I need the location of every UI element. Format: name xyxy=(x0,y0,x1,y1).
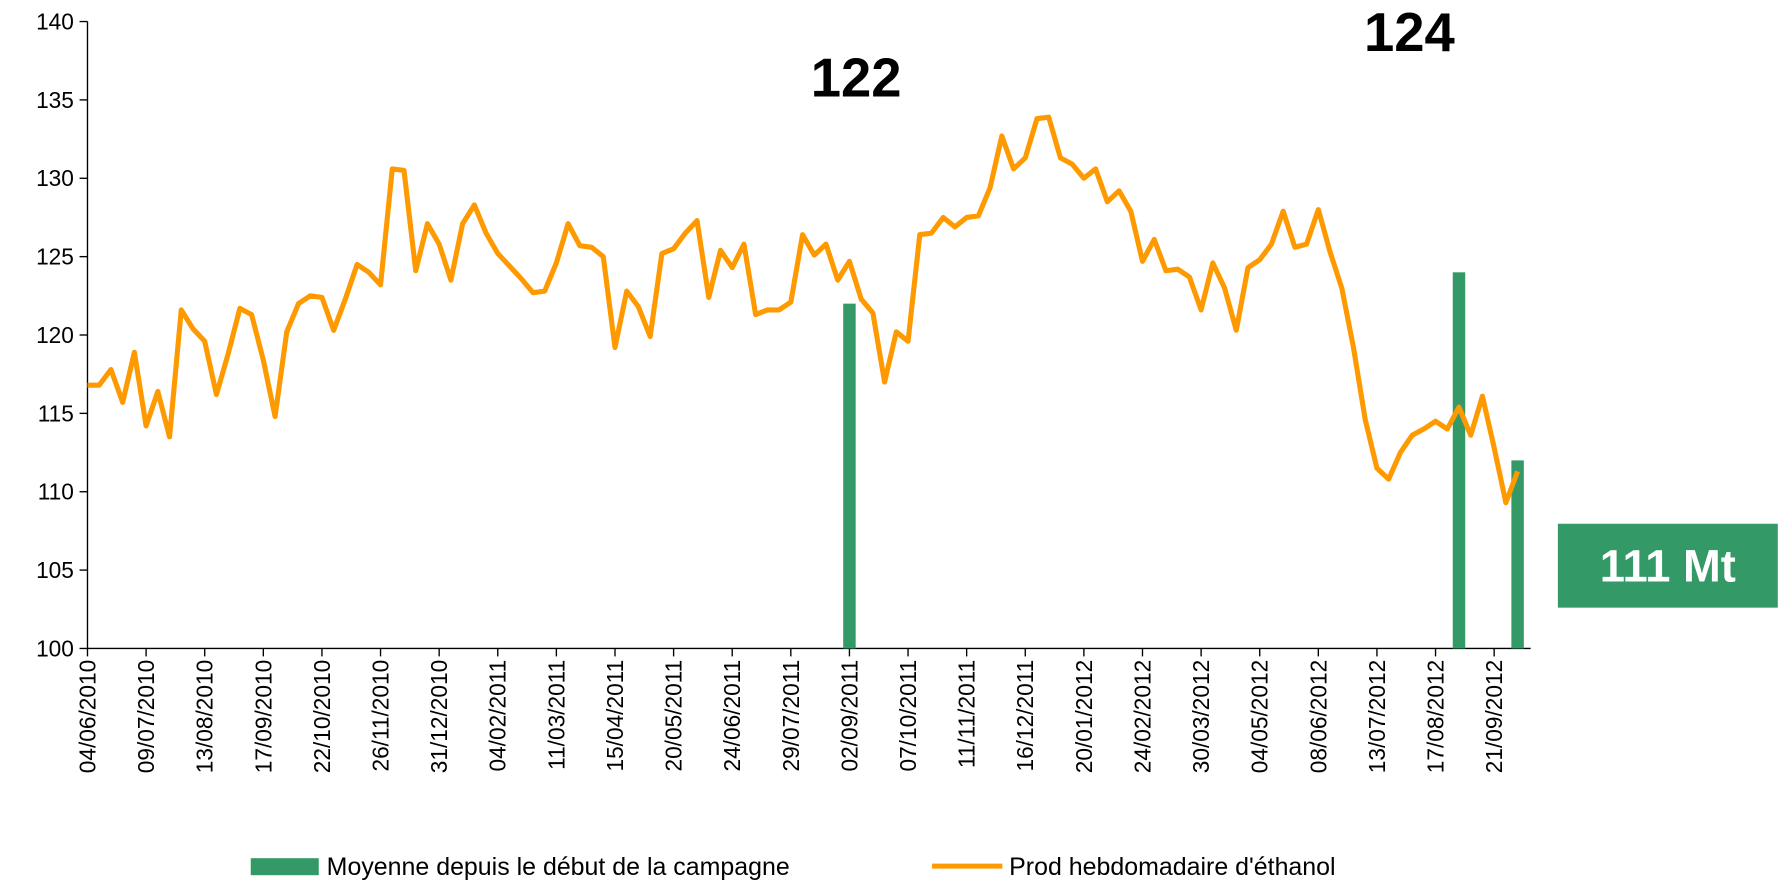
x-tick-label: 26/11/2010 xyxy=(367,660,393,772)
legend-label: Moyenne depuis le début de la campagne xyxy=(327,853,790,881)
x-tick-label: 13/07/2012 xyxy=(1364,660,1390,773)
x-tick-label: 17/09/2010 xyxy=(250,660,276,773)
y-tick-label: 120 xyxy=(36,322,74,348)
x-tick-label: 20/05/2011 xyxy=(661,660,687,772)
y-tick-label: 105 xyxy=(36,557,74,583)
x-tick-label: 04/05/2012 xyxy=(1247,660,1273,773)
x-tick-label: 16/12/2011 xyxy=(1012,660,1038,772)
line xyxy=(87,114,1520,506)
y-tick-label: 115 xyxy=(38,400,74,426)
y-tick-label: 110 xyxy=(38,479,74,505)
y-tick-label: 135 xyxy=(36,87,74,113)
annotation: 122 xyxy=(811,47,902,108)
x-tick-label: 17/08/2012 xyxy=(1422,660,1448,773)
x-tick-label: 11/11/2011 xyxy=(954,660,980,768)
annotation: 124 xyxy=(1364,2,1455,63)
bar xyxy=(843,303,856,649)
x-tick-label: 22/10/2010 xyxy=(309,660,335,773)
x-tick-label: 02/09/2011 xyxy=(836,660,862,772)
x-tick-label: 15/04/2011 xyxy=(602,660,628,772)
x-tick-label: 09/07/2010 xyxy=(133,660,159,773)
y-tick-label: 100 xyxy=(36,635,74,661)
x-tick-label: 13/08/2010 xyxy=(192,660,218,773)
annotation: 111 Mt xyxy=(1600,541,1736,592)
legend-label: Prod hebdomadaire d'éthanol xyxy=(1009,853,1335,881)
y-tick-label: 140 xyxy=(36,8,74,34)
bar xyxy=(1452,272,1466,649)
x-tick-label: 24/02/2012 xyxy=(1129,660,1155,773)
x-tick-label: 31/12/2010 xyxy=(426,660,452,773)
annotation-box xyxy=(1557,523,1778,608)
legend-swatch xyxy=(250,858,319,876)
bar xyxy=(1511,460,1524,649)
x-tick-label: 21/09/2012 xyxy=(1481,660,1507,773)
x-tick-label: 30/03/2012 xyxy=(1188,660,1214,773)
y-tick-label: 125 xyxy=(36,244,74,270)
y-tick-label: 130 xyxy=(36,165,74,191)
x-tick-label: 29/07/2011 xyxy=(778,660,804,772)
x-tick-label: 20/01/2012 xyxy=(1071,660,1097,773)
x-tick-label: 24/06/2011 xyxy=(719,660,745,772)
x-tick-label: 07/10/2011 xyxy=(895,660,921,772)
x-tick-label: 08/06/2012 xyxy=(1305,660,1331,773)
x-tick-label: 04/02/2011 xyxy=(485,660,511,772)
x-tick-label: 04/06/2010 xyxy=(74,660,100,773)
x-tick-label: 11/03/2011 xyxy=(543,660,569,770)
